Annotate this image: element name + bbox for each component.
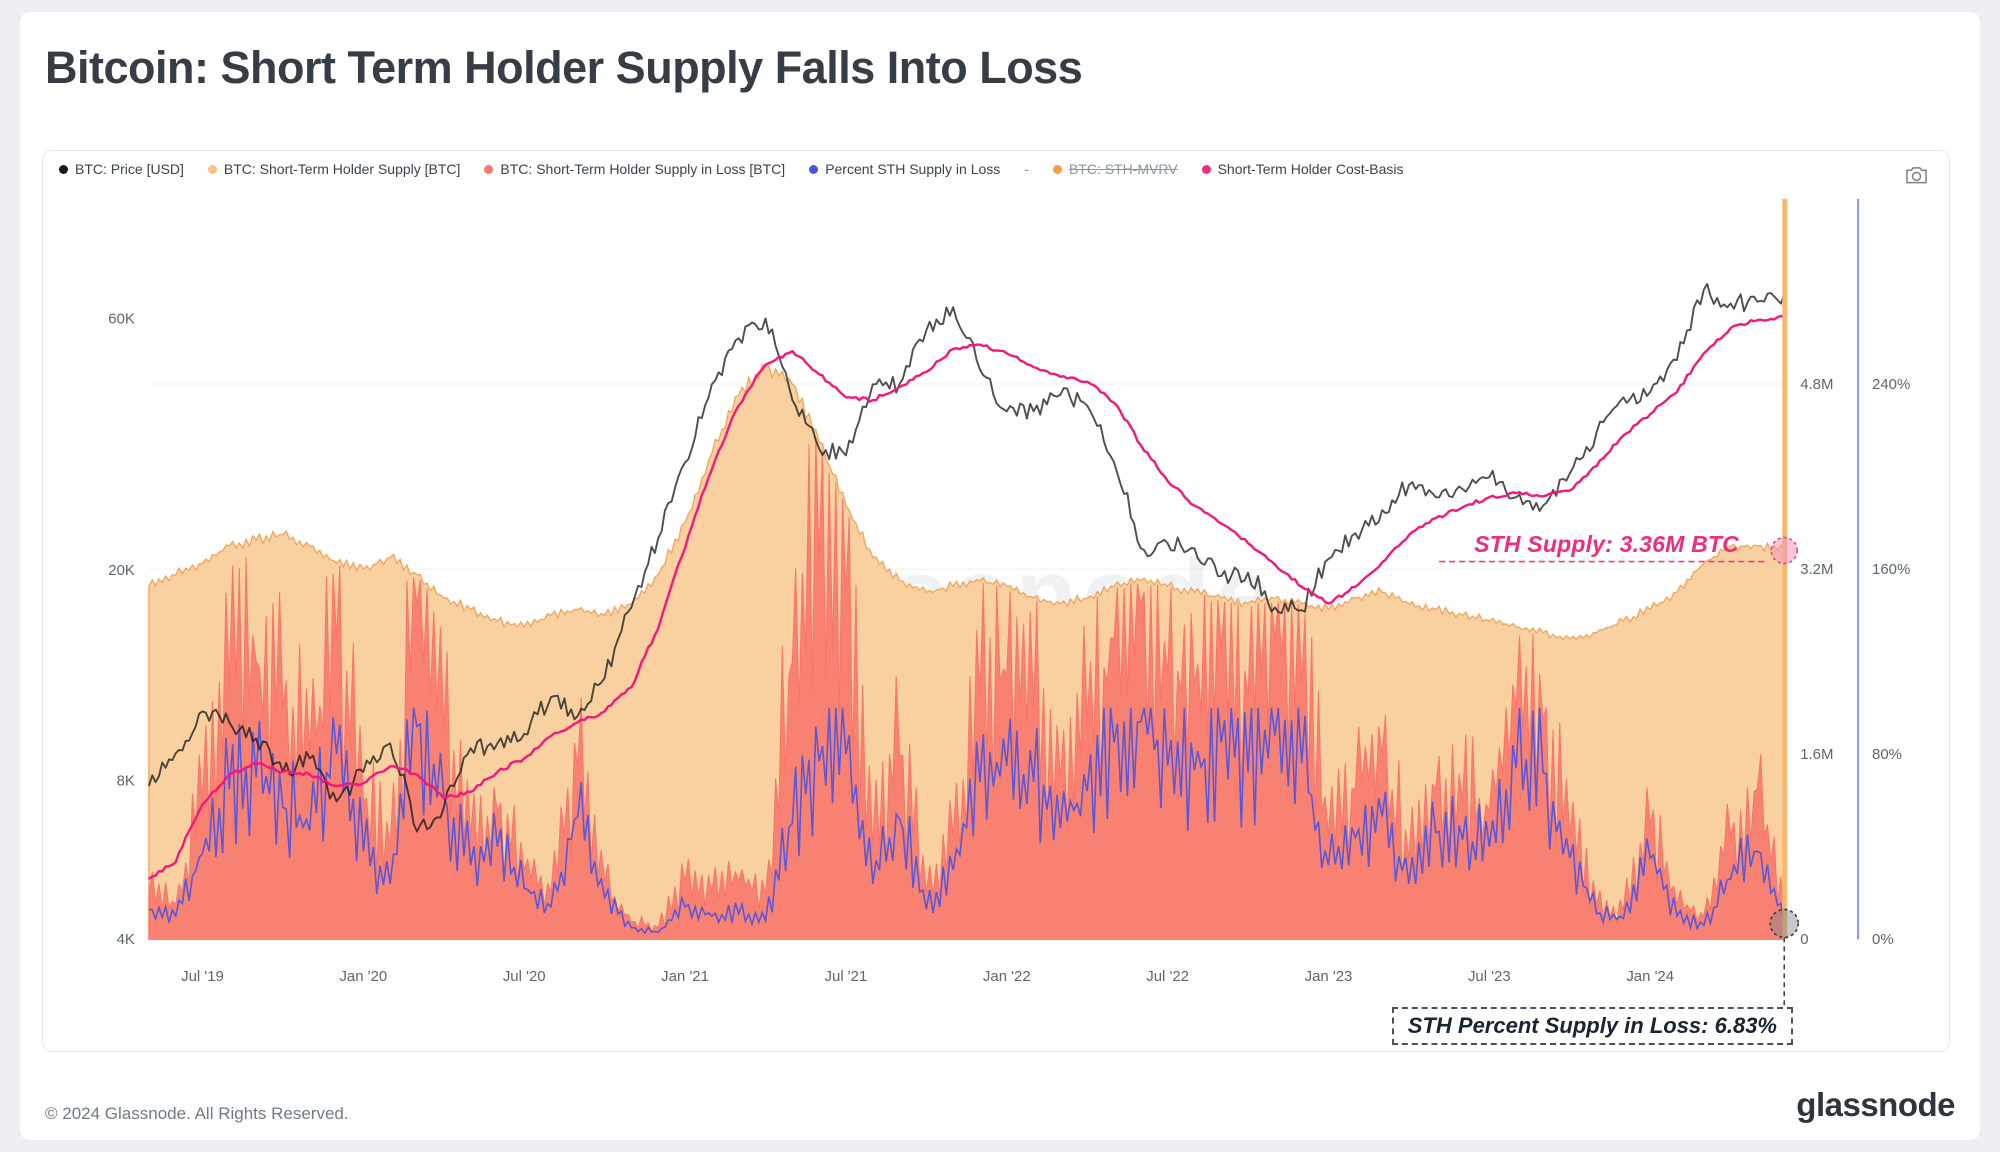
legend-item-btc-price[interactable]: BTC: Price [USD] bbox=[59, 161, 184, 177]
price-series-dot bbox=[59, 164, 68, 174]
legend-label: BTC: Short-Term Holder Supply in Loss [B… bbox=[500, 161, 786, 177]
btc-price-line bbox=[147, 283, 1786, 833]
chart-card: Bitcoin: Short Term Holder Supply Falls … bbox=[20, 12, 1980, 1140]
legend-item-pct-sth-in-loss[interactable]: Percent STH Supply in Loss bbox=[809, 161, 1000, 177]
sth-supply-annotation: STH Supply: 3.36M BTC bbox=[1474, 531, 1739, 558]
legend-label: BTC: Short-Term Holder Supply [BTC] bbox=[223, 161, 461, 177]
axis-tick-label: 4.8M bbox=[1800, 376, 1833, 393]
sth-loss-series-dot bbox=[484, 164, 494, 174]
axis-tick-label: Jan '23 bbox=[1305, 968, 1353, 985]
camera-icon bbox=[1905, 166, 1927, 183]
legend-label: BTC: STH-MVRV bbox=[1068, 161, 1178, 177]
axis-tick-label: 1.6M bbox=[1800, 746, 1833, 763]
glassnode-logo: glassnode bbox=[1796, 1086, 1955, 1123]
sth-cost-basis-line bbox=[148, 314, 1785, 881]
legend-label: Percent STH Supply in Loss bbox=[825, 161, 1001, 177]
page-title: Bitcoin: Short Term Holder Supply Falls … bbox=[45, 42, 1083, 93]
axis-tick-label: 80% bbox=[1872, 746, 1902, 763]
latest-supply-spike bbox=[1782, 198, 1788, 940]
pct-sth-in-loss-line bbox=[148, 707, 1786, 935]
axis-tick-label: Jul '20 bbox=[503, 968, 546, 985]
legend-label: BTC: Price [USD] bbox=[75, 161, 184, 177]
pct-marker bbox=[1769, 908, 1800, 939]
legend: BTC: Price [USD] BTC: Short-Term Holder … bbox=[59, 161, 1404, 177]
legend-item-sth-supply-in-loss[interactable]: BTC: Short-Term Holder Supply in Loss [B… bbox=[484, 161, 785, 177]
footer: © 2024 Glassnode. All Rights Reserved. g… bbox=[45, 1086, 1955, 1124]
sth-supply-marker bbox=[1770, 536, 1799, 565]
axis-tick-label: 0% bbox=[1872, 931, 1894, 948]
axis-tick-label: 60K bbox=[108, 310, 135, 327]
axis-tick-label: Jan '21 bbox=[661, 968, 709, 985]
copyright: © 2024 Glassnode. All Rights Reserved. bbox=[45, 1104, 349, 1123]
sth-supply-series-dot bbox=[207, 164, 217, 174]
axis-tick-label: 20K bbox=[108, 562, 135, 579]
axis-tick-label: 160% bbox=[1872, 561, 1910, 578]
legend-item-sth-supply[interactable]: BTC: Short-Term Holder Supply [BTC] bbox=[207, 161, 461, 177]
chart-plot[interactable]: glassnode4K8K20K60K01.6M3.2M4.8M0%80%160… bbox=[43, 151, 1949, 1051]
axis-tick-label: Jul '21 bbox=[825, 968, 868, 985]
chart-panel: BTC: Price [USD] BTC: Short-Term Holder … bbox=[42, 150, 1950, 1052]
axis-tick-label: Jan '24 bbox=[1626, 968, 1674, 985]
legend-item-cost-basis[interactable]: Short-Term Holder Cost-Basis bbox=[1201, 161, 1404, 177]
legend-label: Short-Term Holder Cost-Basis bbox=[1217, 161, 1404, 177]
screenshot-button[interactable] bbox=[1897, 159, 1935, 189]
pct-loss-series-dot bbox=[809, 164, 819, 174]
axis-tick-label: 3.2M bbox=[1800, 561, 1833, 578]
axis-tick-label: 240% bbox=[1872, 376, 1910, 393]
axis-tick-label: Jan '22 bbox=[983, 968, 1031, 985]
legend-item-sth-mvrv[interactable]: BTC: STH-MVRV bbox=[1052, 161, 1178, 177]
axis-tick-label: Jul '19 bbox=[181, 968, 224, 985]
sth-supply-in-loss-area bbox=[148, 437, 1785, 940]
legend-separator: - bbox=[1024, 161, 1029, 177]
axis-tick-label: Jul '22 bbox=[1146, 968, 1189, 985]
axis-tick-label: Jul '23 bbox=[1468, 968, 1511, 985]
sth-pct-annotation: STH Percent Supply in Loss: 6.83% bbox=[1391, 1007, 1793, 1045]
cost-basis-series-dot bbox=[1201, 164, 1211, 174]
legend-separator-dash: - bbox=[1024, 161, 1029, 177]
axis-tick-label: 4K bbox=[117, 931, 135, 948]
axis-tick-label: 8K bbox=[117, 772, 135, 789]
axis-tick-label: Jan '20 bbox=[339, 968, 387, 985]
sth-mvrv-series-dot bbox=[1052, 164, 1062, 174]
axis-tick-label: 0 bbox=[1800, 931, 1808, 948]
